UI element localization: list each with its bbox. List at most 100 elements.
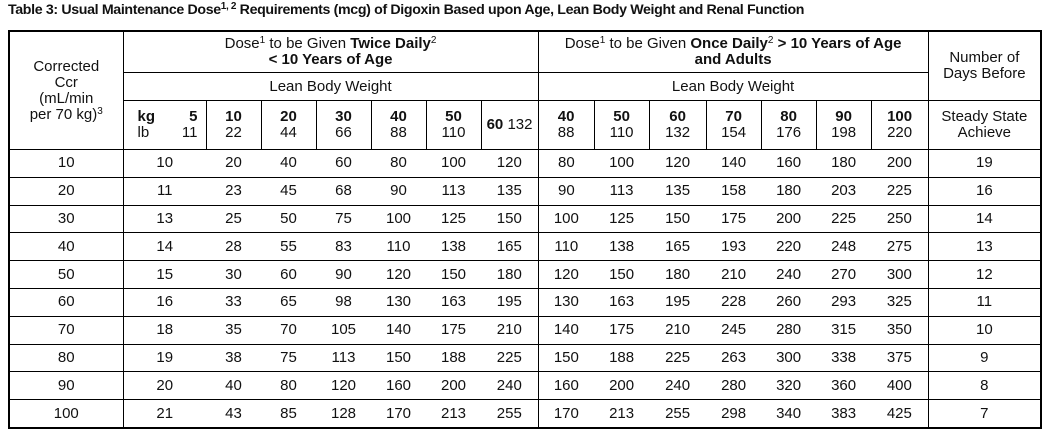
dose-value: 150	[594, 260, 650, 289]
dose-value: 85	[261, 399, 316, 429]
dose-value: 10	[122, 149, 206, 178]
header-line: < 10 Years of Age	[268, 51, 393, 68]
header-text: to be Given	[605, 35, 691, 52]
weight-cell: 40 88	[537, 100, 595, 150]
data-row: 10 10 20 40 60 80 100 120 80 100 120 140 160 180 200 19	[9, 149, 1042, 178]
days-value: 9	[927, 344, 1042, 373]
lb-row: 66	[317, 125, 371, 141]
dose-value: 210	[649, 316, 707, 345]
data-row: 70 18 35 70 105 140 175 210 140 175 210 245 280 315 35…	[9, 316, 1042, 345]
dose-value: 120	[481, 149, 539, 178]
dose-value: 180	[481, 260, 539, 289]
data-row: 20 11 23 45 68 90 113 135 90 113 135 158 180 203 225 16	[9, 177, 1042, 206]
dose-value: 280	[761, 316, 817, 345]
dose-value: 98	[316, 288, 371, 317]
dose-value: 180	[649, 260, 707, 289]
header-line: Dose1 to be Given Twice Daily2	[124, 36, 538, 52]
lb-value: 220	[887, 124, 913, 141]
dose-value: 35	[206, 316, 261, 345]
kg-value: 70	[725, 108, 742, 125]
weight-cell: kg 5 lb 11	[122, 100, 206, 150]
dose-value: 175	[426, 316, 481, 345]
dose-value: 225	[871, 177, 929, 206]
weight-cell: 40 88	[370, 100, 426, 150]
data-row: 30 13 25 50 75 100 125 150 100 125 150 175 200 225 250…	[9, 205, 1042, 234]
dose-value: 340	[761, 399, 817, 429]
lb-row: 198	[817, 125, 871, 141]
dose-value: 188	[426, 344, 481, 373]
dose-value: 130	[371, 288, 426, 317]
dose-value: 170	[371, 399, 426, 429]
footnote: 1	[259, 35, 266, 46]
dose-value: 125	[594, 205, 650, 234]
dose-value: 175	[706, 205, 762, 234]
dose-value: 150	[537, 344, 595, 373]
ccr-value: 70	[9, 316, 123, 345]
weight-cell: 60 132	[480, 100, 539, 150]
dose-value: 150	[371, 344, 426, 373]
dose-value: 350	[871, 316, 929, 345]
data-row: 50 15 30 60 90 120 150 180 120 150 180 210 240 270 300…	[9, 260, 1042, 289]
kg-row: 50	[427, 109, 481, 125]
kg-value: 60	[486, 116, 504, 133]
dose-value: 135	[649, 177, 707, 206]
days-value: 10	[927, 316, 1042, 345]
dose-value: 163	[426, 288, 481, 317]
dose-value: 228	[706, 288, 762, 317]
dose-value: 225	[481, 344, 539, 373]
dose-value: 40	[206, 371, 261, 401]
dose-value: 163	[594, 288, 650, 317]
dose-value: 240	[761, 260, 817, 289]
dose-value: 225	[816, 205, 872, 234]
dose-value: 140	[537, 316, 595, 345]
days-header: Number of Days Before	[927, 31, 1042, 101]
kg-value: 40	[557, 108, 575, 125]
weight-cell: 20 44	[260, 100, 316, 150]
lb-row: 220	[872, 125, 928, 141]
ccr-value: 20	[9, 177, 123, 206]
dose-value: 75	[261, 344, 316, 373]
ccr-value: 80	[9, 344, 123, 373]
kg-label: kg	[137, 108, 156, 125]
dose-value: 14	[122, 232, 206, 262]
lb-row: lb 11	[124, 125, 206, 141]
dose-value: 225	[649, 344, 707, 373]
dose-value: 80	[537, 149, 595, 178]
dose-value: 320	[761, 371, 817, 401]
dose-value: 68	[316, 177, 371, 206]
ccr-value: 30	[9, 205, 123, 234]
lb-value: 154	[721, 124, 747, 141]
days-value: 12	[927, 260, 1042, 289]
ccr-value: 10	[9, 149, 123, 178]
days-line: Days Before	[943, 65, 1026, 82]
lb-row: 88	[539, 125, 594, 141]
header-text: to be Given	[265, 35, 351, 52]
weight-cell: 50 110	[593, 100, 650, 150]
dose-value: 180	[816, 149, 872, 178]
lb-value: 22	[225, 124, 242, 141]
kg-value: 50	[445, 108, 462, 125]
kg-row: 80	[762, 109, 816, 125]
dose-value: 195	[481, 288, 539, 317]
dose-value: 213	[594, 399, 650, 429]
dose-value: 383	[816, 399, 872, 429]
dose-value: 260	[761, 288, 817, 317]
dose-value: 375	[871, 344, 929, 373]
days-value: 8	[927, 371, 1042, 401]
kg-row: 50	[595, 109, 649, 125]
table-title: Table 3: Usual Maintenance Dose1, 2 Requ…	[8, 2, 804, 19]
dose-value: 195	[649, 288, 707, 317]
weight-cell: 100 220	[870, 100, 929, 150]
dose-value: 125	[426, 205, 481, 234]
footnote: 2	[767, 35, 774, 46]
dose-value: 18	[122, 316, 206, 345]
dose-value: 240	[649, 371, 707, 401]
lb-value: 66	[335, 124, 352, 141]
dose-value: 13	[122, 205, 206, 234]
data-row: 40 14 28 55 83 110 138 165 110 138 165 193 220 248 275…	[9, 232, 1042, 262]
dose-value: 248	[816, 232, 872, 262]
kg-value: 30	[335, 108, 352, 125]
ccr-value: 40	[9, 232, 123, 262]
lb-value: 110	[609, 124, 634, 141]
dose-value: 45	[261, 177, 316, 206]
